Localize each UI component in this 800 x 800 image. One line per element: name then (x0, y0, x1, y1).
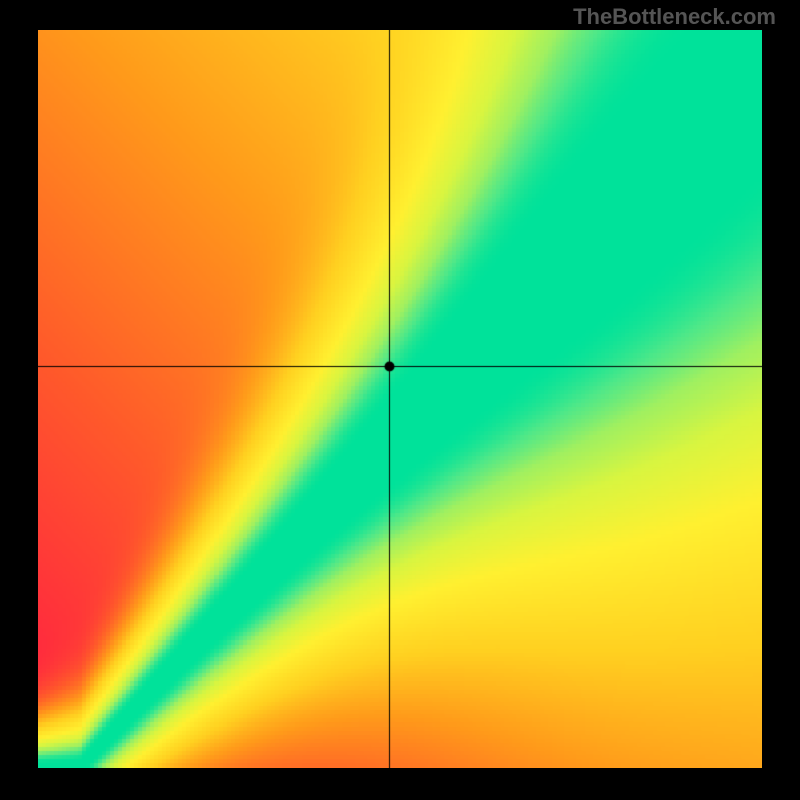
bottleneck-heatmap (38, 30, 762, 768)
watermark-text: TheBottleneck.com (573, 4, 776, 30)
